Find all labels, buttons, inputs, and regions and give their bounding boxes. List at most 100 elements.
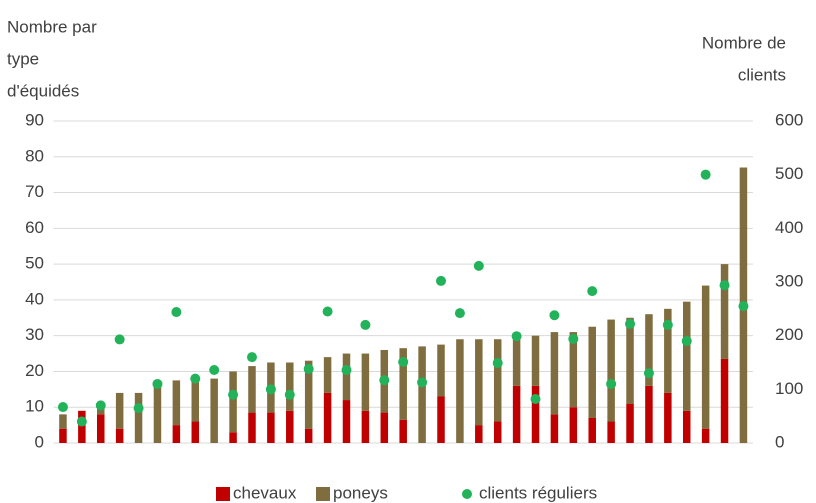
legend-marker	[316, 487, 330, 501]
bar	[59, 428, 67, 443]
point	[303, 363, 314, 374]
point	[587, 286, 598, 297]
y2-tick-label: 300	[775, 271, 803, 290]
bar	[399, 419, 407, 443]
bar	[682, 410, 691, 443]
point	[133, 403, 144, 414]
legend-label: poneys	[333, 483, 388, 502]
point	[114, 334, 125, 345]
bar	[229, 371, 237, 433]
point	[57, 402, 68, 413]
bar	[153, 382, 162, 443]
point	[643, 368, 654, 379]
bar	[97, 414, 105, 443]
bar	[720, 264, 729, 359]
y2-tick-label: 100	[775, 379, 803, 398]
bar	[361, 353, 370, 411]
point	[190, 373, 201, 384]
y-axis-title: type	[7, 49, 39, 68]
bar	[607, 319, 615, 422]
y2-axis-title: clients	[738, 65, 786, 84]
point	[568, 333, 579, 344]
bar	[342, 400, 351, 443]
bar	[493, 339, 502, 422]
point	[681, 336, 692, 347]
y-tick-label: 70	[25, 182, 44, 201]
y-tick-label: 10	[25, 397, 44, 416]
bar	[191, 378, 200, 422]
bar	[418, 346, 426, 443]
bar	[588, 326, 596, 418]
bar	[588, 417, 596, 443]
bar	[267, 412, 275, 443]
bar	[437, 396, 445, 443]
bar	[172, 425, 181, 443]
y-axis-title: d'équidés	[7, 81, 79, 100]
point	[738, 301, 749, 312]
y-tick-label: 60	[25, 218, 44, 237]
y2-axis-title: Nombre de	[702, 33, 786, 52]
y2-tick-label: 200	[775, 325, 803, 344]
bar	[59, 414, 67, 429]
legend-label: clients réguliers	[479, 483, 597, 502]
point	[152, 378, 163, 389]
bar	[248, 412, 256, 443]
bar	[550, 414, 559, 443]
point	[360, 319, 371, 330]
bar	[475, 339, 483, 426]
point	[95, 400, 106, 411]
bar	[210, 378, 218, 443]
y-axis-title: Nombre par	[7, 17, 97, 36]
y-tick-label: 80	[25, 146, 44, 165]
bar	[456, 339, 464, 443]
bar	[569, 407, 578, 443]
point	[209, 365, 220, 376]
bar	[380, 412, 389, 443]
point	[719, 280, 730, 291]
bar	[97, 407, 105, 415]
bar	[437, 344, 445, 397]
bar	[399, 348, 407, 420]
bar	[569, 332, 578, 408]
bar	[664, 308, 672, 393]
y-tick-label: 40	[25, 289, 44, 308]
bar	[115, 392, 124, 429]
point	[511, 331, 522, 342]
bar	[134, 392, 143, 443]
bar	[701, 428, 710, 443]
point	[417, 377, 428, 388]
bar	[701, 285, 710, 429]
point	[662, 319, 673, 330]
y2-tick-label: 0	[775, 432, 784, 451]
point	[171, 307, 182, 318]
point	[454, 308, 465, 319]
point	[492, 358, 503, 369]
bar	[512, 385, 521, 443]
bar	[682, 301, 691, 411]
bar	[512, 337, 521, 386]
point	[606, 378, 617, 389]
bar	[323, 357, 332, 393]
legend-label: chevaux	[233, 483, 297, 502]
bar	[475, 425, 483, 443]
y-tick-label: 50	[25, 254, 44, 273]
bar	[191, 421, 200, 443]
bar	[361, 410, 370, 443]
point	[625, 318, 636, 329]
bar	[286, 362, 294, 411]
y-tick-label: 20	[25, 361, 44, 380]
bar	[607, 421, 615, 443]
bar	[172, 380, 181, 426]
bar	[720, 358, 729, 443]
point	[284, 389, 295, 400]
point	[322, 306, 333, 317]
y2-tick-label: 400	[775, 218, 803, 237]
y2-tick-label: 500	[775, 164, 803, 183]
bar	[645, 314, 653, 386]
bar	[304, 428, 313, 443]
point	[228, 389, 239, 400]
point	[436, 275, 447, 286]
point	[473, 260, 484, 271]
bar	[286, 410, 294, 443]
